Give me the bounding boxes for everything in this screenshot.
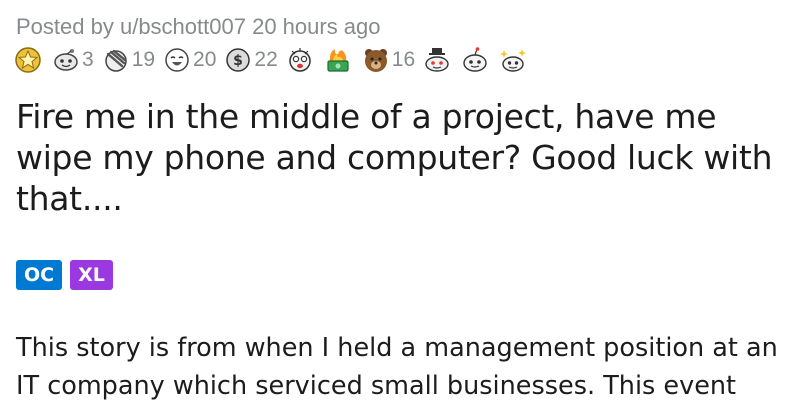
flair-row: OC XL bbox=[16, 260, 113, 290]
money-face-award-icon: $ bbox=[226, 48, 251, 72]
post-meta: Posted by u/bschott007 20 hours ago bbox=[16, 14, 381, 40]
facepalm-award-icon bbox=[104, 49, 127, 72]
flair-oc[interactable]: OC bbox=[16, 260, 63, 290]
award-item[interactable]: 16 bbox=[362, 46, 419, 74]
bear-award-icon bbox=[364, 49, 387, 72]
award-item[interactable] bbox=[14, 46, 48, 74]
award-item[interactable] bbox=[286, 46, 320, 74]
award-item[interactable] bbox=[324, 46, 358, 74]
snoo-hug-award-icon bbox=[463, 47, 487, 72]
snoo-sparkle-award-icon bbox=[500, 49, 527, 72]
award-item[interactable] bbox=[423, 46, 457, 74]
award-item[interactable] bbox=[499, 46, 533, 74]
flair-xl[interactable]: XL bbox=[70, 260, 113, 290]
posted-by-label: Posted by bbox=[16, 14, 114, 39]
snoo-hat-award-icon bbox=[425, 48, 449, 72]
laughing-face-award-icon bbox=[165, 48, 189, 72]
award-item[interactable]: 20 bbox=[163, 46, 220, 74]
svg-text:$: $ bbox=[234, 53, 244, 69]
award-item[interactable] bbox=[461, 46, 495, 74]
award-item[interactable]: 19 bbox=[102, 46, 159, 74]
shocked-face-award-icon bbox=[289, 48, 311, 72]
awards-row[interactable]: 3 19 20 $ 22 bbox=[14, 44, 533, 76]
award-item[interactable]: $ 22 bbox=[224, 46, 281, 74]
post-body: This story is from when I held a managem… bbox=[16, 333, 778, 401]
wholesome-snoo-award-icon bbox=[54, 49, 78, 71]
award-item[interactable]: 3 bbox=[52, 46, 98, 74]
post-title[interactable]: Fire me in the middle of a project, have… bbox=[16, 97, 773, 218]
author-link[interactable]: u/bschott007 bbox=[119, 14, 246, 39]
post-timestamp[interactable]: 20 hours ago bbox=[252, 14, 381, 39]
silver-star-award-icon bbox=[15, 47, 41, 73]
burning-cash-award-icon bbox=[327, 49, 349, 72]
